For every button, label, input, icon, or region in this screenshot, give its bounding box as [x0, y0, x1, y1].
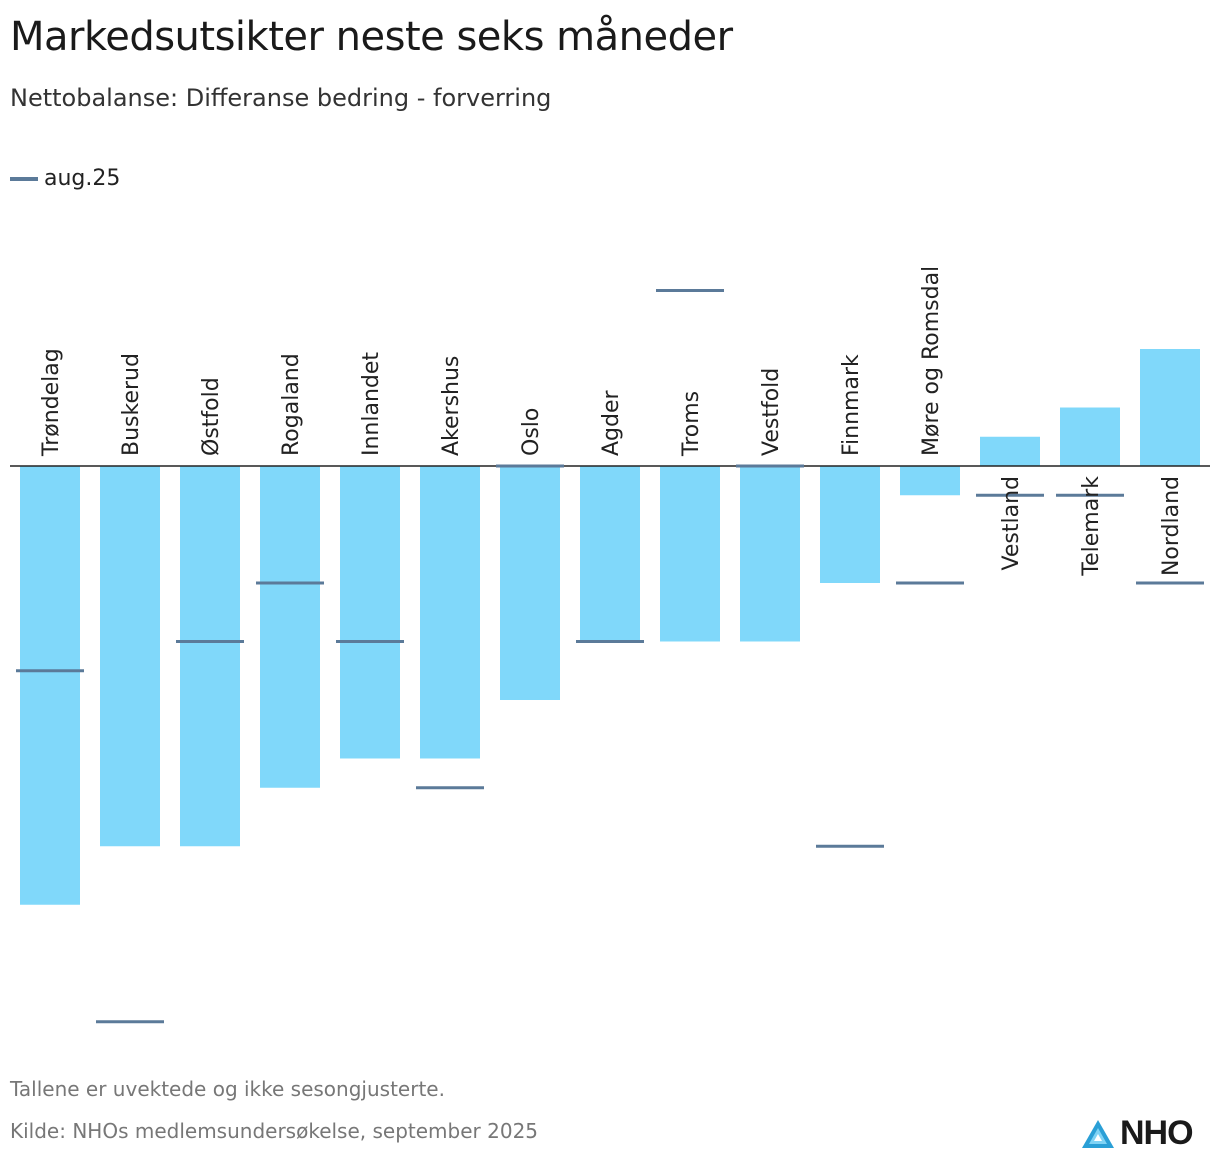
bar [980, 436, 1040, 466]
bar [1140, 349, 1200, 466]
category-label: Trøndelag [39, 348, 64, 457]
category-label: Vestfold [759, 368, 784, 456]
chart-subtitle: Nettobalanse: Differanse bedring - forve… [10, 84, 552, 112]
legend-label: aug.25 [44, 166, 121, 191]
bar [340, 466, 400, 759]
bar [820, 466, 880, 583]
category-label: Agder [599, 389, 624, 456]
category-label: Innlandet [359, 352, 384, 456]
nho-logo: NHO [1080, 1114, 1194, 1153]
legend-swatch [10, 176, 38, 181]
category-label: Møre og Romsdal [919, 266, 944, 456]
category-label: Troms [679, 391, 704, 457]
bar [900, 466, 960, 496]
chart-title: Markedsutsikter neste seks måneder [10, 14, 733, 60]
bar [660, 466, 720, 642]
bar [100, 466, 160, 847]
category-label: Finnmark [839, 354, 864, 456]
logo-text: NHO [1120, 1114, 1194, 1152]
category-label: Telemark [1079, 476, 1104, 577]
category-label: Nordland [1159, 476, 1184, 576]
category-label: Buskerud [119, 353, 144, 456]
bar [500, 466, 560, 700]
bar [20, 466, 80, 905]
bar [260, 466, 320, 788]
bar [1060, 407, 1120, 466]
category-label: Oslo [519, 408, 544, 456]
category-label: Akershus [439, 356, 464, 456]
category-label: Østfold [199, 377, 224, 456]
legend: aug.25 [10, 166, 120, 191]
category-label: Vestland [999, 476, 1024, 570]
source-note: Kilde: NHOs medlemsundersøkelse, septemb… [10, 1119, 539, 1143]
nho-logo-icon [1082, 1119, 1114, 1148]
category-label: Rogaland [279, 353, 304, 456]
footnote: Tallene er uvektede og ikke sesongjuster… [10, 1077, 445, 1101]
bar [740, 466, 800, 642]
bar [180, 466, 240, 847]
bar [420, 466, 480, 759]
bar [580, 466, 640, 642]
